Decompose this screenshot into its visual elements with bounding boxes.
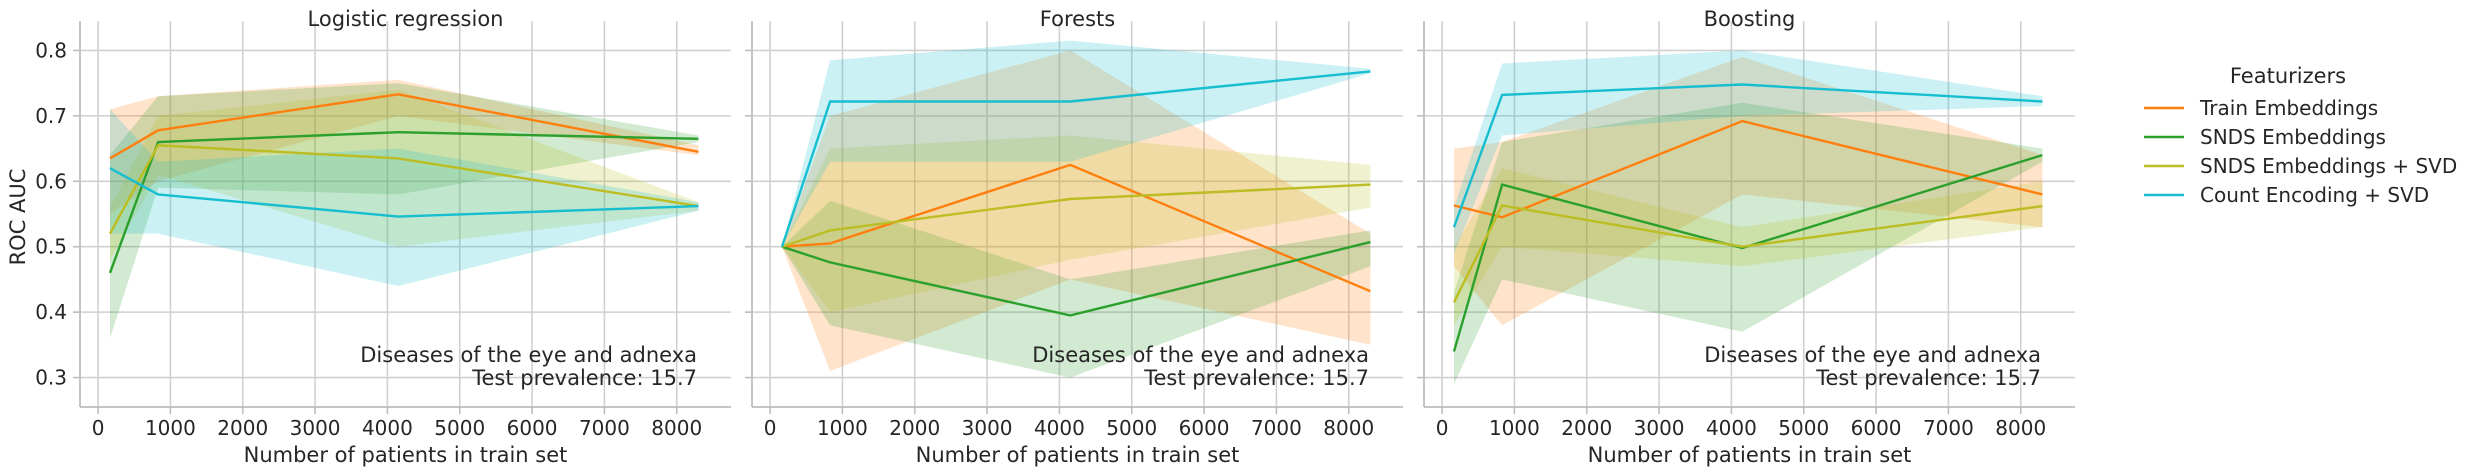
xlabel: Number of patients in train set <box>244 443 568 467</box>
series-line <box>1452 83 2043 228</box>
series-line <box>1453 119 2043 219</box>
y-tick-label: 0.3 <box>35 366 67 390</box>
confidence-band <box>782 135 1371 313</box>
x-tick-label: 4000 <box>1706 416 1757 440</box>
series-line <box>1452 153 2043 352</box>
confidence-band <box>110 83 699 339</box>
annotation-text: Test prevalence: 15.7 <box>471 366 697 390</box>
x-tick-label: 1000 <box>1489 416 1540 440</box>
x-tick-label: 5000 <box>434 416 485 440</box>
x-tick-label: 0 <box>764 416 777 440</box>
legend-label: Train Embeddings <box>2199 96 2378 120</box>
x-tick-label: 1000 <box>817 416 868 440</box>
panel-3: 0 1000 2000 3000 4000 5000 6000 7000 8000 Boostin… <box>1417 7 2075 467</box>
x-tick-label: 7000 <box>1251 416 1302 440</box>
x-tick-label: 0 <box>92 416 105 440</box>
annotation-text: Diseases of the eye and adnexa <box>1704 343 2041 367</box>
confidence-band <box>1454 57 2043 326</box>
confidence-band <box>782 50 1371 372</box>
panel-2: 0 1000 2000 3000 4000 5000 6000 7000 8000 Forests… <box>745 7 1403 467</box>
x-tick-label: 3000 <box>962 416 1013 440</box>
y-tick-label: 0.6 <box>35 169 67 193</box>
series-line <box>781 183 1371 248</box>
x-tick-label: 2000 <box>889 416 940 440</box>
confidence-band <box>1454 102 2043 385</box>
ylabel: ROC AUC <box>6 169 30 266</box>
x-tick-label: 6000 <box>1851 416 1902 440</box>
x-tick-label: 4000 <box>362 416 413 440</box>
confidence-band <box>782 200 1371 378</box>
y-tick-label: 0.5 <box>35 235 67 259</box>
ylabel-text: ROC AUC <box>6 169 30 266</box>
series-line <box>780 70 1371 248</box>
x-tick-label: 4000 <box>1034 416 1085 440</box>
series-line <box>781 240 1371 317</box>
x-tick-label: 5000 <box>1778 416 1829 440</box>
x-tick-label: 6000 <box>507 416 558 440</box>
annotation-text: Diseases of the eye and adnexa <box>360 343 697 367</box>
series-line <box>108 130 699 274</box>
x-tick-label: 2000 <box>1561 416 1612 440</box>
confidence-band <box>110 79 699 215</box>
x-tick-label: 6000 <box>1179 416 1230 440</box>
y-tick-label: 0.8 <box>35 38 67 62</box>
series-line <box>109 167 699 218</box>
annotation-text: Diseases of the eye and adnexa <box>1032 343 1369 367</box>
series-line <box>109 93 699 160</box>
x-tick-label: 3000 <box>290 416 341 440</box>
x-tick-label: 0 <box>1436 416 1449 440</box>
confidence-band <box>1454 50 2043 254</box>
confidence-band <box>782 40 1371 247</box>
legend-title: Featurizers <box>2230 64 2346 88</box>
series-line <box>108 144 699 235</box>
xlabel: Number of patients in train set <box>1588 443 1912 467</box>
legend-label: Count Encoding + SVD <box>2200 183 2429 207</box>
series-line <box>781 163 1371 293</box>
panel-title: Logistic regression <box>308 7 504 31</box>
x-tick-label: 8000 <box>651 416 702 440</box>
panel-title: Forests <box>1040 7 1115 31</box>
panel-title: Boosting <box>1704 7 1796 31</box>
annotation-text: Test prevalence: 15.7 <box>1815 366 2041 390</box>
x-tick-label: 8000 <box>1995 416 2046 440</box>
x-tick-label: 1000 <box>145 416 196 440</box>
x-tick-label: 8000 <box>1323 416 1374 440</box>
x-tick-label: 7000 <box>579 416 630 440</box>
series-line <box>1452 204 2043 303</box>
legend-label: SNDS Embeddings <box>2200 125 2386 149</box>
y-tick-label: 0.4 <box>35 300 67 324</box>
legend-label: SNDS Embeddings + SVD <box>2200 154 2457 178</box>
legend: Featurizers Train Embeddings SNDS Embeddin… <box>2144 64 2457 207</box>
xlabel: Number of patients in train set <box>916 443 1240 467</box>
x-tick-label: 5000 <box>1106 416 1157 440</box>
annotation-text: Test prevalence: 15.7 <box>1143 366 1369 390</box>
confidence-band <box>110 109 699 286</box>
x-tick-label: 3000 <box>1634 416 1685 440</box>
x-tick-label: 7000 <box>1923 416 1974 440</box>
confidence-band <box>110 89 699 260</box>
panel-1: 0 1000 2000 3000 4000 5000 6000 7000 8000 0.3 0.4 0… <box>35 7 731 467</box>
x-tick-label: 2000 <box>217 416 268 440</box>
y-tick-label: 0.7 <box>35 104 67 128</box>
